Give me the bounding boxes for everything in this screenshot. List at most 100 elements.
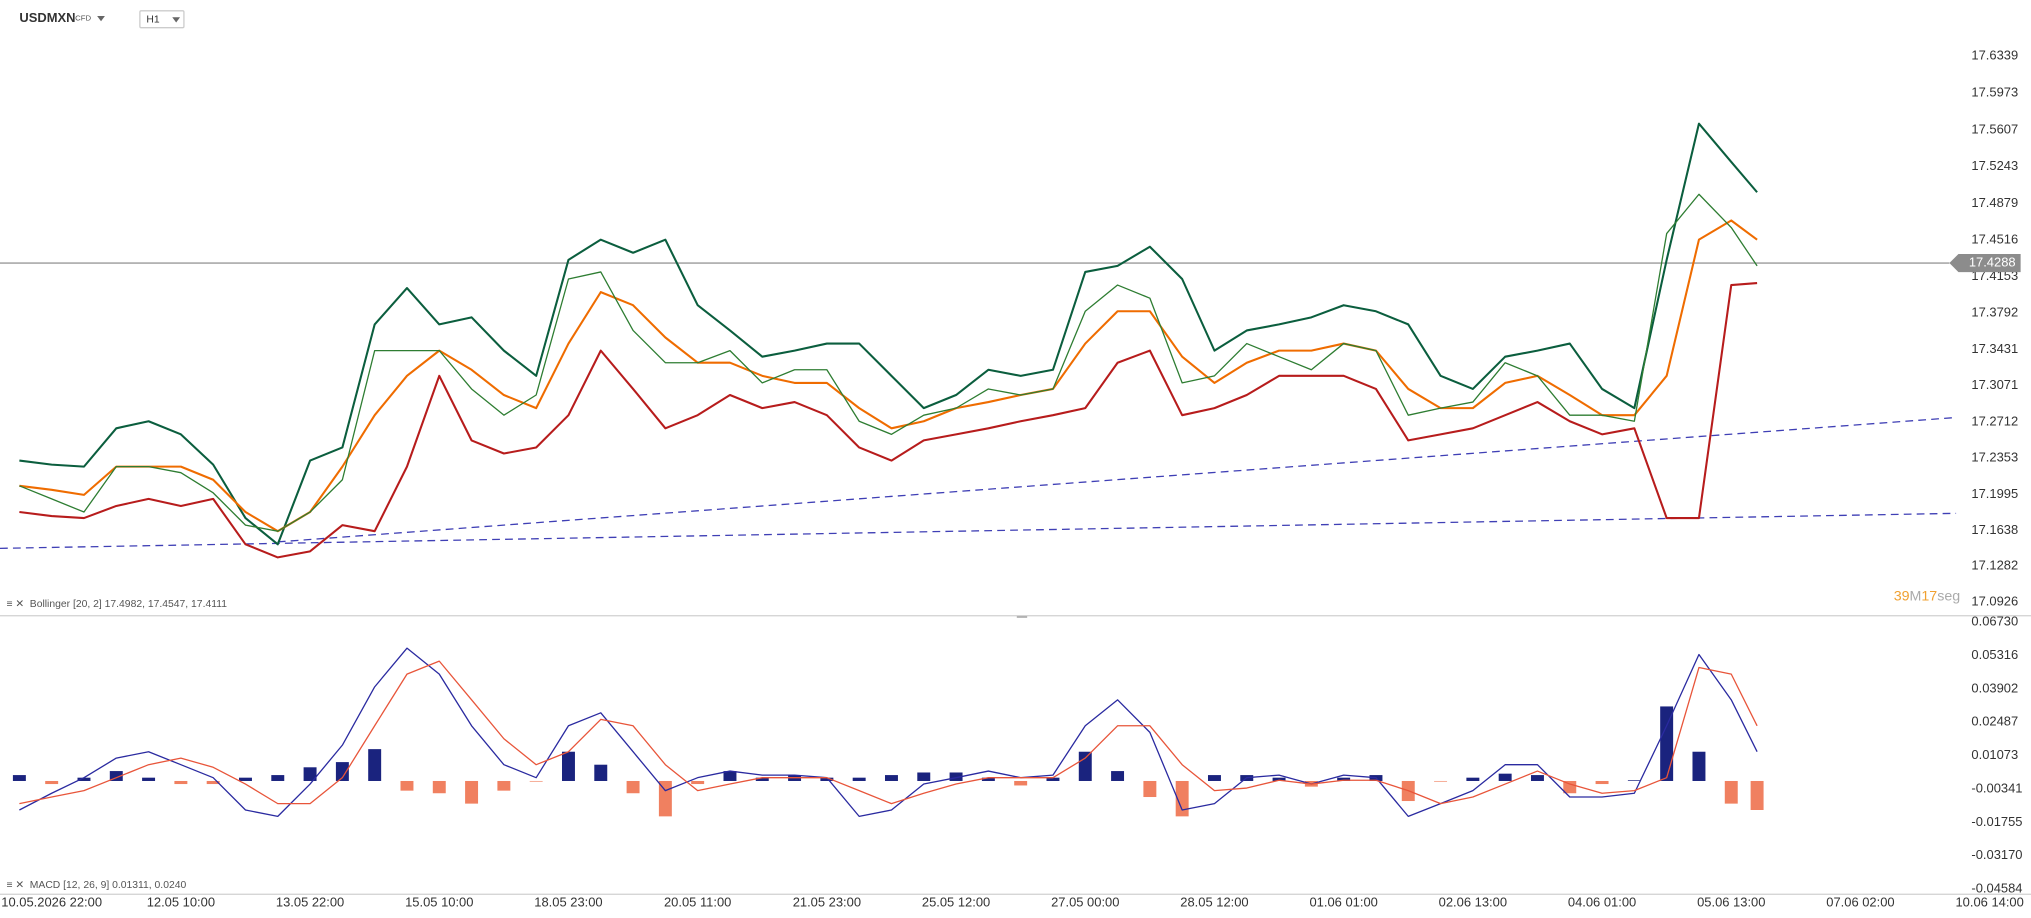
histogram-bar (852, 777, 866, 781)
y-tick-label: 17.5973 (1971, 84, 2018, 99)
histogram-bar (271, 775, 285, 781)
x-tick-label: 10.05.2026 22:00 (1, 895, 102, 910)
histogram-bar (1111, 771, 1125, 781)
histogram-bar (1750, 780, 1764, 810)
histogram-bar (12, 775, 26, 781)
timer-seconds: 17 (1921, 588, 1937, 604)
histogram-bar (1595, 780, 1609, 785)
x-tick-label: 18.05 23:00 (534, 895, 602, 910)
histogram-bar (1046, 777, 1060, 781)
histogram-bar (723, 771, 737, 781)
bollinger-label: Bollinger [20, 2] 17.4982, 17.4547, 17.4… (30, 599, 227, 610)
histogram-bar (1498, 773, 1512, 781)
histogram-bar (400, 780, 414, 791)
histogram-bar (820, 777, 834, 781)
histogram-bar (1143, 780, 1157, 798)
x-tick-label: 13.05 22:00 (276, 895, 344, 910)
last-price-badge (1949, 253, 2021, 273)
histogram-bar (1207, 775, 1221, 781)
histogram-bar (1078, 751, 1092, 781)
y-tick-label: -0.04584 (1971, 881, 2022, 896)
y-tick-label: 17.5607 (1971, 121, 2018, 136)
x-tick-label: 02.06 13:00 (1439, 895, 1507, 910)
y-tick-label: 17.6339 (1971, 48, 2018, 63)
histogram-bar (1466, 777, 1480, 781)
series-line (19, 122, 1758, 546)
histogram-bar (1175, 780, 1189, 817)
y-tick-label: 17.1638 (1971, 522, 2018, 537)
y-tick-label: 17.3792 (1971, 305, 2018, 320)
x-tick-label: 01.06 01:00 (1309, 895, 1377, 910)
x-tick-label: 04.06 01:00 (1568, 895, 1636, 910)
histogram-bar (755, 777, 769, 781)
histogram-bar (529, 780, 543, 782)
symbol-dropdown[interactable] (97, 16, 105, 22)
macd-label: MACD [12, 26, 9] 0.01311, 0.0240 (30, 880, 187, 891)
histogram-bar (1563, 780, 1577, 794)
histogram-bar (303, 767, 317, 781)
histogram-bar (335, 762, 349, 781)
x-tick-label: 20.05 11:00 (664, 895, 731, 910)
histogram-bar (142, 777, 156, 781)
y-tick-label: 17.4879 (1971, 195, 2018, 210)
histogram-bar (206, 780, 220, 785)
timer-unit: seg (1937, 588, 1960, 604)
y-tick-label: 0.02487 (1971, 714, 2018, 729)
histogram-bar (626, 780, 640, 794)
y-tick-label: 17.3431 (1971, 341, 2018, 356)
x-tick-label: 21.05 23:00 (793, 895, 861, 910)
histogram-bar (1627, 780, 1641, 781)
y-tick-label: 17.5243 (1971, 158, 2018, 173)
y-tick-label: 17.2353 (1971, 450, 2018, 465)
series-line (19, 193, 1758, 532)
series-line (19, 282, 1758, 559)
indicator-icons[interactable]: ≡ ✕ (6, 599, 24, 610)
timeframe-dropdown[interactable] (172, 17, 181, 23)
x-tick-label: 25.05 12:00 (922, 895, 990, 910)
timer-minutes: 39 (1894, 588, 1910, 604)
histogram-bar (1272, 777, 1286, 781)
y-tick-label: -0.00341 (1971, 780, 2022, 795)
y-tick-label: 17.3071 (1971, 377, 2018, 392)
timeframe[interactable]: H1 (146, 15, 159, 26)
histogram-bar (981, 777, 995, 781)
histogram-bar (1692, 751, 1706, 781)
histogram-bar (45, 780, 59, 785)
histogram-bar (77, 777, 91, 781)
y-tick-label: 0.01073 (1971, 747, 2018, 762)
y-tick-label: 0.06730 (1971, 614, 2018, 629)
y-tick-label: 17.2712 (1971, 413, 2018, 428)
histogram-bar (917, 772, 931, 781)
histogram-bar (465, 780, 479, 804)
histogram-bar (658, 780, 672, 817)
histogram-bar (1660, 706, 1674, 781)
y-tick-label: 0.05316 (1971, 647, 2018, 662)
x-tick-label: 15.05 10:00 (405, 895, 473, 910)
y-tick-label: 17.0926 (1971, 594, 2018, 609)
y-tick-label: 0.03902 (1971, 680, 2018, 695)
histogram-bar (1530, 775, 1544, 781)
last-price-label: 17.4288 (1969, 254, 2016, 269)
y-tick-label: 17.4516 (1971, 231, 2018, 246)
y-tick-label: -0.01755 (1971, 814, 2022, 829)
histogram-bar (1014, 780, 1028, 786)
x-tick-label: 07.06 02:00 (1826, 895, 1894, 910)
histogram-bar (432, 780, 446, 794)
timer-unit: M (1910, 588, 1922, 604)
histogram-bar (884, 775, 898, 781)
histogram-bar (497, 780, 511, 791)
histogram-bar (368, 749, 382, 781)
histogram-bar (561, 751, 575, 781)
histogram-bar (1337, 777, 1351, 781)
symbol[interactable]: USDMXN (19, 10, 75, 25)
x-tick-label: 27.05 00:00 (1051, 895, 1119, 910)
histogram-bar (691, 780, 705, 785)
candle-timer: 39M17seg (1894, 588, 1961, 604)
series-line (19, 647, 1758, 818)
timeframe-box[interactable] (139, 10, 185, 29)
histogram-bar (949, 772, 963, 781)
indicator-icons[interactable]: ≡ ✕ (6, 880, 24, 891)
trend-line (277, 416, 1957, 543)
